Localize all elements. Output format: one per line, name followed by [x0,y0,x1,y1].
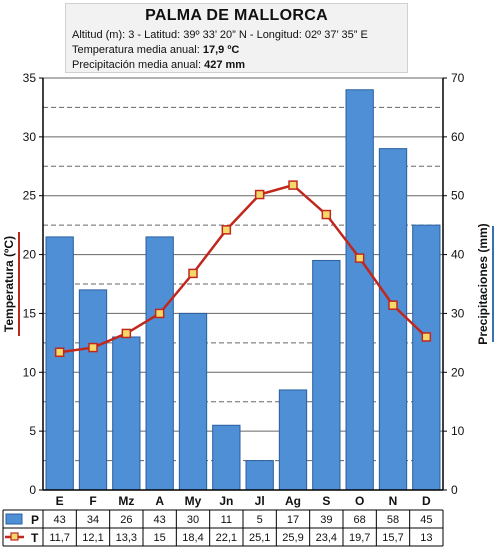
annual-precipitation-value: 427 mm [204,59,246,71]
annual-precipitation: Precipitación media anual: 427 mm [72,59,245,71]
legend-temperature-marker [10,532,19,541]
left-tick-label: 10 [23,365,37,379]
precipitation-bar [212,424,241,491]
left-tick-label: 35 [23,71,37,85]
temperature-point [121,328,132,339]
annual-precipitation-label: Precipitación media anual: [72,59,202,71]
x-tick-label: O [355,494,364,508]
precipitation-bar [178,312,208,491]
x-tick-label: N [389,494,398,508]
precipitation-bar [412,224,441,491]
x-tick-label: A [155,494,164,508]
x-tick-label: D [422,494,431,508]
precipitation-bar [278,389,308,491]
left-axis-title: Temperatura (ºC) [2,236,16,332]
temperature-line [59,183,428,354]
right-tick-label: 70 [451,71,465,85]
precipitation-value: 11 [221,514,232,526]
annual-temperature-value: 17,9 ºC [202,44,240,56]
precipitation-bar [112,336,141,491]
left-tick-label: 25 [23,189,37,203]
precipitation-bar [378,148,408,491]
x-tick-label: Jn [219,494,233,508]
temperature-value: 18,4 [182,532,203,544]
precipitation-value: 43 [154,514,166,526]
precipitation-bar [345,89,374,491]
temperature-point [54,347,65,358]
right-tick-label: 10 [451,424,465,438]
right-tick-label: 40 [451,248,465,262]
temperature-value: 23,4 [316,532,337,544]
temperature-value: 11,7 [49,532,70,544]
temperature-point [188,268,198,279]
temperature-value: 13,3 [116,532,137,544]
temperature-point [254,189,265,200]
annual-temperature: Temperatura media anual: 17,9 ºC [72,44,239,56]
temperature-value: 25,9 [282,532,303,544]
chart-header: PALMA DE MALLORCA Altitud (m): 3 - Latit… [65,3,408,73]
left-tick-label: 5 [29,424,36,438]
right-tick-label: 0 [451,483,458,497]
temperature-point [421,332,432,342]
precipitation-bar [245,460,274,491]
precipitation-value: 68 [354,514,366,526]
temperature-point [354,253,365,263]
precipitation-value: 58 [387,514,399,526]
temperature-value: 15,7 [382,532,403,544]
precipitation-value: 34 [87,514,99,526]
precipitation-bar [45,236,74,491]
left-tick-label: 20 [23,248,37,262]
right-tick-label: 60 [451,130,465,144]
temperature-point [154,308,165,319]
precipitation-value: 17 [287,514,299,526]
left-tick-label: 15 [23,306,37,320]
temperature-point [288,180,298,190]
precipitation-value: 39 [320,514,332,526]
right-tick-label: 30 [451,306,465,320]
legend-temperature-label: T [31,531,39,545]
temperature-value: 12,1 [82,532,103,544]
temperature-point [221,225,232,235]
x-tick-label: Mz [118,494,134,508]
location-info: Altitud (m): 3 - Latitud: 39º 33’ 20” N … [72,29,368,41]
precipitation-bar [145,236,174,491]
precipitation-value: 30 [187,514,199,526]
precipitation-value: 5 [257,514,263,526]
annual-temperature-label: Temperatura media anual: [72,44,200,56]
left-tick-label: 0 [29,483,36,497]
chart-title: PALMA DE MALLORCA [145,7,328,24]
x-tick-label: F [89,494,96,508]
temperature-value: 25,1 [249,532,270,544]
left-tick-label: 30 [23,130,37,144]
temperature-value: 15 [154,532,166,544]
precipitation-value: 43 [54,514,66,526]
precipitation-bar [312,259,341,491]
temperature-value: 19,7 [349,532,370,544]
temperature-point [88,342,98,353]
temperature-value: 13 [420,532,432,544]
right-tick-label: 20 [451,365,465,379]
precipitation-value: 45 [420,514,432,526]
legend-precipitation-key [5,513,23,525]
x-tick-label: E [56,494,64,508]
temperature-point [321,209,332,220]
x-tick-label: Ag [285,494,301,508]
right-tick-label: 50 [451,189,465,203]
x-tick-label: My [185,494,202,508]
x-tick-label: S [322,494,330,508]
temperature-value: 22,1 [216,532,237,544]
legend-precipitation-label: P [31,513,39,527]
x-tick-label: Jl [255,494,265,508]
precipitation-bar [78,289,108,491]
right-axis-title: Precipitaciones (mm) [476,223,490,344]
temperature-point [388,300,398,310]
precipitation-value: 26 [120,514,132,526]
